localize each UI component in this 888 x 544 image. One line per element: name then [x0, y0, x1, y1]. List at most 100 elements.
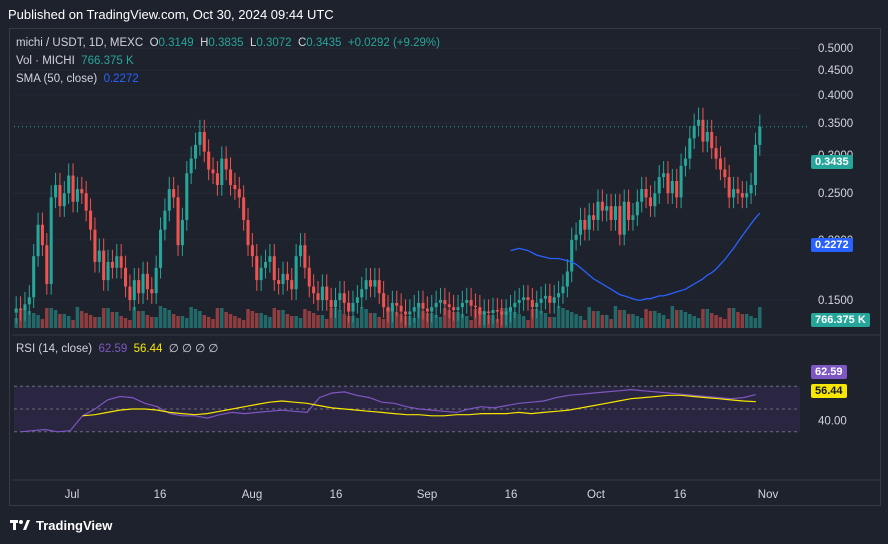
- candle-body: [758, 126, 762, 145]
- candle-body: [412, 307, 416, 312]
- volume-bar: [613, 306, 618, 328]
- candle-body: [456, 307, 460, 311]
- volume-bar: [561, 308, 565, 328]
- candle-body: [513, 302, 517, 308]
- candle-body: [679, 165, 683, 198]
- volume-bar: [80, 311, 84, 328]
- candle-body: [355, 297, 359, 303]
- footer-brand[interactable]: TradingView: [10, 518, 112, 533]
- candle-body: [97, 250, 101, 262]
- volume-bar: [508, 310, 513, 328]
- candle-body: [613, 206, 617, 220]
- volume-bar: [75, 307, 80, 328]
- candle-body: [40, 224, 44, 246]
- volume-bar: [272, 308, 277, 328]
- volume-bar: [403, 316, 408, 328]
- candle-body: [27, 297, 31, 305]
- volume-bar: [530, 309, 535, 328]
- candle-body: [736, 189, 740, 194]
- candle-body: [377, 280, 381, 294]
- candle-body: [285, 273, 289, 281]
- candle-body: [320, 286, 324, 301]
- candle-body: [688, 138, 692, 159]
- candle-body: [228, 169, 233, 185]
- candle-body: [242, 197, 246, 220]
- candle-body: [23, 304, 27, 311]
- volume-bar: [399, 314, 403, 328]
- candle-body: [517, 300, 521, 303]
- volume-bar: [316, 315, 320, 328]
- volume-bar: [408, 316, 412, 328]
- candle-body: [137, 280, 141, 294]
- candle-body: [631, 215, 635, 220]
- price-tick-label: 0.5000: [818, 43, 853, 55]
- volume-bar: [290, 316, 294, 328]
- volume-bar: [355, 318, 360, 328]
- candle-body: [478, 307, 482, 315]
- volume-bar: [504, 308, 508, 328]
- sma-line: [510, 212, 761, 301]
- volume-bar: [526, 320, 530, 328]
- volume-bar: [88, 315, 93, 328]
- volume-bar: [657, 313, 661, 328]
- volume-bar: [548, 317, 552, 328]
- candle-body: [263, 261, 268, 268]
- candle-body: [697, 119, 701, 126]
- volume-bar: [106, 308, 110, 328]
- candle-body: [583, 219, 587, 230]
- candle-body: [635, 201, 639, 216]
- candle-body: [272, 256, 276, 281]
- volume-bar: [346, 316, 351, 328]
- candle-body: [487, 311, 491, 314]
- candle-body: [215, 173, 219, 185]
- candle-body: [303, 245, 307, 268]
- volume-bar: [473, 309, 478, 328]
- candle-body: [342, 293, 346, 303]
- candle-body: [110, 261, 114, 268]
- volume-bar: [421, 311, 425, 328]
- candle-body: [662, 173, 666, 178]
- rsi-legend: RSI (14, close) 62.59 56.44 ∅ ∅ ∅ ∅: [16, 343, 219, 355]
- candle-body: [543, 295, 548, 299]
- volume-bar: [53, 310, 58, 328]
- candle-body: [753, 144, 757, 185]
- open-value: 0.3149: [158, 37, 194, 49]
- volume-bar: [263, 315, 268, 328]
- volume-bar: [478, 311, 482, 328]
- candle-body: [609, 206, 613, 220]
- sma-value: 0.2272: [103, 73, 139, 85]
- candle-body: [705, 131, 709, 142]
- volume-bar: [521, 316, 526, 328]
- candle-body: [587, 215, 591, 230]
- volume-bar: [688, 314, 692, 328]
- rsi-ma-line: [82, 394, 756, 417]
- chart-frame[interactable]: [9, 28, 881, 506]
- candle-body: [294, 256, 298, 290]
- volume-bar: [670, 306, 675, 328]
- volume-bar: [45, 308, 49, 328]
- volume-bar: [14, 318, 18, 328]
- candle-body: [368, 280, 373, 287]
- x-tick-label: Oct: [587, 489, 606, 501]
- volume-bar: [176, 316, 180, 328]
- candle-body: [373, 280, 377, 287]
- candle-body: [307, 267, 311, 287]
- volume-bar: [495, 319, 500, 328]
- candle-body: [465, 300, 469, 303]
- candle-body: [202, 131, 206, 152]
- volume-bar: [320, 315, 325, 328]
- volume-bar: [325, 319, 329, 328]
- price-badge: 0.3435: [811, 155, 853, 169]
- candle-body: [460, 302, 464, 308]
- candle-body: [399, 305, 403, 312]
- rsi-tick-label: 40.00: [818, 415, 847, 427]
- volume-bar: [587, 307, 591, 328]
- volume-bar: [259, 313, 263, 328]
- candle-body: [469, 300, 473, 306]
- low-value: 0.3072: [256, 37, 292, 49]
- volume-bar: [714, 315, 718, 328]
- candle-body: [570, 239, 574, 272]
- candle-body: [592, 215, 596, 220]
- candle-body: [382, 293, 386, 308]
